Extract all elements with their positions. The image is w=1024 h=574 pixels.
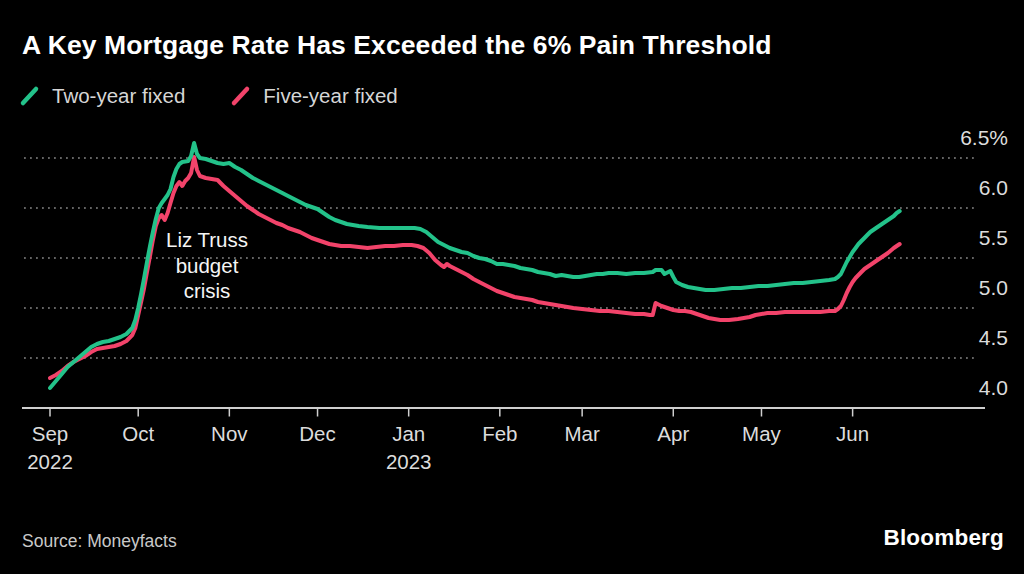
source-note: Source: Moneyfacts xyxy=(22,531,177,552)
annotation-liz-truss: Liz Truss budget crisis xyxy=(117,227,297,304)
y-axis-tick-label: 6.0 xyxy=(979,176,1008,199)
x-axis-year-label: 2022 xyxy=(27,450,73,473)
x-axis-tick-label: Feb xyxy=(482,422,517,445)
y-axis-tick-label: 5.0 xyxy=(979,276,1008,299)
bloomberg-logo: Bloomberg xyxy=(883,525,1004,551)
x-axis-year-label: 2023 xyxy=(386,450,432,473)
x-axis-tick-label: Jun xyxy=(836,422,869,445)
y-axis-tick-label: 5.5 xyxy=(979,226,1008,249)
y-axis-tick-label: 4.0 xyxy=(979,376,1008,399)
x-axis-tick-label: Nov xyxy=(211,422,248,445)
x-axis-tick-label: May xyxy=(742,422,781,445)
x-axis-tick-label: Jan xyxy=(392,422,425,445)
chart-card: A Key Mortgage Rate Has Exceeded the 6% … xyxy=(0,0,1024,574)
annotation-line: crisis xyxy=(117,278,297,304)
annotation-line: budget xyxy=(117,253,297,279)
x-axis-tick-label: Apr xyxy=(657,422,689,445)
annotation-line: Liz Truss xyxy=(117,227,297,253)
x-axis-tick-label: Mar xyxy=(564,422,599,445)
x-axis-tick-label: Sep xyxy=(32,422,68,445)
y-axis-tick-label: 6.5% xyxy=(960,126,1008,149)
x-axis-tick-label: Dec xyxy=(299,422,335,445)
y-axis-tick-label: 4.5 xyxy=(979,326,1008,349)
x-axis-tick-label: Oct xyxy=(122,422,154,445)
